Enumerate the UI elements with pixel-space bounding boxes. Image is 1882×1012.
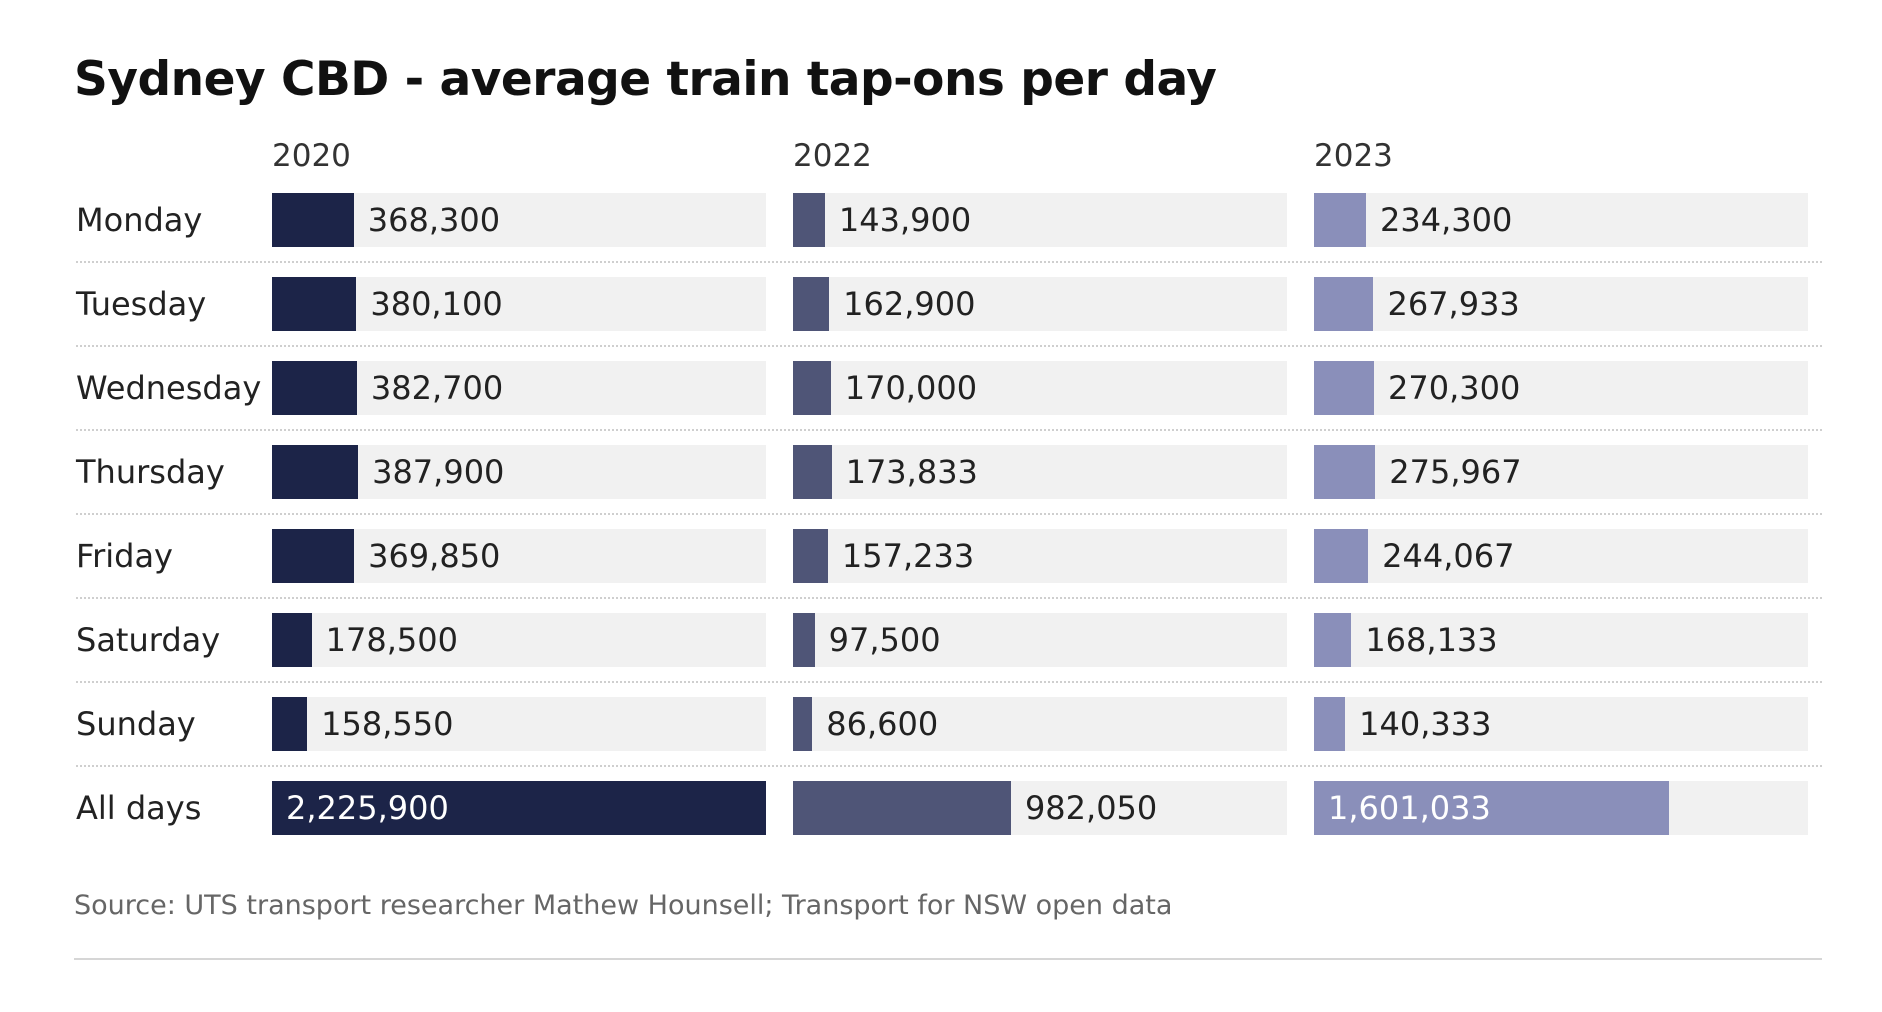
bar-2020-all-days [272, 781, 766, 835]
category-label-wednesday: Wednesday [76, 369, 262, 407]
bar-track: 267,933 [1314, 277, 1808, 331]
bar-2022-wednesday [793, 361, 831, 415]
category-label-all-days: All days [76, 789, 202, 827]
bar-track: 982,050 [793, 781, 1287, 835]
bar-2020-monday [272, 193, 354, 247]
data-label: 270,300 [1387, 369, 1521, 407]
bar-2022-sunday [793, 697, 813, 751]
bar-2020-thursday [272, 445, 359, 499]
bar-track: 158,550 [272, 697, 766, 751]
bar-chart-grid: 2020 2022 2023 Monday 368,300 143,900 234,300 T… [76, 138, 1822, 835]
bar-track: 173,833 [793, 445, 1287, 499]
bar-track: 368,300 [272, 193, 766, 247]
category-label-monday: Monday [76, 201, 203, 239]
bar-2022-monday [793, 193, 825, 247]
data-label: 157,233 [841, 537, 975, 575]
series-header-2022: 2022 [793, 138, 872, 174]
bar-track: 275,967 [1314, 445, 1808, 499]
bar-track: 162,900 [793, 277, 1287, 331]
bar-track: 234,300 [1314, 193, 1808, 247]
bar-track: 143,900 [793, 193, 1287, 247]
bar-track: 1,601,033 [1314, 781, 1808, 835]
data-label: 369,850 [368, 537, 501, 575]
row-divider [76, 765, 1822, 767]
bar-track: 2,225,900 [272, 781, 766, 835]
bar-2023-thursday [1314, 445, 1376, 499]
bar-track: 157,233 [793, 529, 1287, 583]
bar-track: 97,500 [793, 613, 1287, 667]
data-label: 143,900 [838, 201, 972, 239]
row-divider [76, 345, 1822, 347]
bar-2022-friday [793, 529, 828, 583]
bar-2020-friday [272, 529, 355, 583]
bar-2020-saturday [272, 613, 312, 667]
data-label: 86,600 [826, 705, 939, 743]
data-label: 97,500 [828, 621, 941, 659]
row-divider [76, 597, 1822, 599]
data-label: 158,550 [321, 705, 454, 743]
bar-2022-tuesday [793, 277, 830, 331]
bar-2020-wednesday [272, 361, 357, 415]
data-label: 382,700 [370, 369, 504, 407]
data-label: 173,833 [845, 453, 978, 491]
bar-track: 369,850 [272, 529, 766, 583]
bar-track: 140,333 [1314, 697, 1808, 751]
bar-track: 170,000 [793, 361, 1287, 415]
row-divider [76, 681, 1822, 683]
data-label: 387,900 [372, 453, 505, 491]
bar-track: 387,900 [272, 445, 766, 499]
source-note: Source: UTS transport researcher Mathew … [74, 890, 1173, 921]
bar-track: 382,700 [272, 361, 766, 415]
data-label: 368,300 [367, 201, 501, 239]
bar-2023-all-days [1314, 781, 1670, 835]
bar-2023-monday [1314, 193, 1366, 247]
data-label: 380,100 [370, 285, 503, 323]
chart-title: Sydney CBD - average train tap-ons per d… [74, 52, 1217, 107]
row-divider [76, 261, 1822, 263]
category-label-sunday: Sunday [76, 705, 196, 743]
bar-2022-all-days [793, 781, 1011, 835]
bar-2022-saturday [793, 613, 815, 667]
category-label-friday: Friday [76, 537, 173, 575]
row-divider [76, 513, 1822, 515]
data-label: 178,500 [325, 621, 458, 659]
data-label: 1,601,033 [1328, 789, 1491, 827]
data-label: 140,333 [1359, 705, 1492, 743]
bar-2023-saturday [1314, 613, 1352, 667]
bar-2023-tuesday [1314, 277, 1374, 331]
data-label: 170,000 [844, 369, 978, 407]
data-label: 244,067 [1382, 537, 1515, 575]
category-label-tuesday: Tuesday [76, 285, 207, 323]
bar-2023-friday [1314, 529, 1369, 583]
bar-track: 178,500 [272, 613, 766, 667]
bar-track: 380,100 [272, 277, 766, 331]
data-label: 267,933 [1387, 285, 1520, 323]
row-divider [76, 429, 1822, 431]
bar-2020-sunday [272, 697, 308, 751]
bar-track: 244,067 [1314, 529, 1808, 583]
bar-track: 270,300 [1314, 361, 1808, 415]
data-label: 275,967 [1389, 453, 1522, 491]
bar-track: 86,600 [793, 697, 1287, 751]
bar-2023-sunday [1314, 697, 1346, 751]
data-label: 162,900 [843, 285, 976, 323]
bar-track: 168,133 [1314, 613, 1808, 667]
data-label: 982,050 [1024, 789, 1158, 827]
data-label: 234,300 [1379, 201, 1513, 239]
bar-2022-thursday [793, 445, 832, 499]
series-header-2023: 2023 [1314, 138, 1393, 174]
category-label-saturday: Saturday [76, 621, 221, 659]
footer-divider [74, 958, 1822, 960]
bar-2023-wednesday [1314, 361, 1374, 415]
category-label-thursday: Thursday [76, 453, 225, 491]
data-label: 168,133 [1365, 621, 1498, 659]
bar-2020-tuesday [272, 277, 357, 331]
series-header-2020: 2020 [272, 138, 351, 174]
data-label: 2,225,900 [286, 789, 449, 827]
